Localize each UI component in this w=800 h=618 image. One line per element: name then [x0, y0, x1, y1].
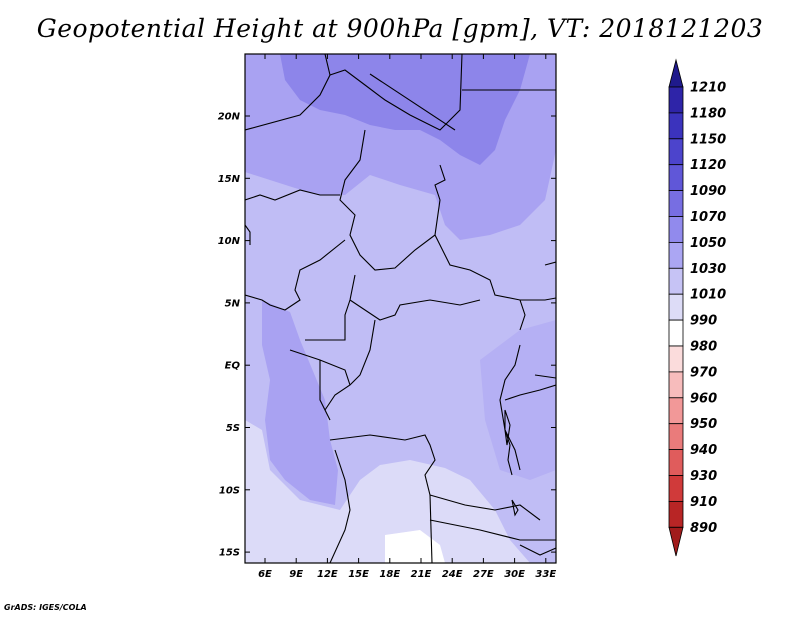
coastline: [519, 544, 556, 556]
border-line: [504, 384, 556, 401]
lon-label: 33E: [535, 569, 556, 580]
colorbar-segment: [668, 449, 684, 476]
border-line: [339, 129, 556, 301]
lon-label: 6E: [258, 569, 272, 580]
lat-label: 15S: [219, 548, 240, 559]
border-line: [319, 360, 331, 421]
lon-label: 24E: [442, 569, 463, 580]
border-line: [434, 164, 446, 236]
colorbar-arrow-bottom: [668, 526, 684, 557]
border-line: [499, 344, 521, 471]
country-borders: [245, 54, 556, 563]
colorbar-label: 1030: [690, 262, 726, 277]
border-line: [429, 519, 556, 541]
colorbar-label: 1150: [690, 132, 726, 147]
colorbar-label: 980: [690, 340, 717, 355]
latitude-axis: 20N 15N 10N 5N EQ 5S 10S 15S: [218, 112, 556, 559]
field-1010: [245, 420, 530, 563]
colorbar-segment: [668, 241, 684, 269]
colorbar-label: 1210: [690, 81, 726, 96]
map-frame: [244, 53, 557, 564]
colorbar-label: 1050: [690, 236, 726, 251]
colorbar-label: 1180: [690, 106, 726, 121]
colorbar-label: 950: [690, 417, 717, 432]
border-line: [544, 261, 556, 266]
colorbar-label: 960: [690, 391, 717, 406]
border-line: [245, 54, 331, 131]
lake-outline: [511, 499, 519, 517]
colorbar-segment: [668, 500, 684, 528]
border-line: [429, 494, 433, 563]
credit-text: GrADS: IGES/COLA: [4, 603, 87, 612]
colorbar-label: 890: [690, 521, 717, 536]
border-line: [329, 434, 436, 496]
colorbar-label: 930: [690, 469, 717, 484]
lat-label: 10N: [218, 236, 241, 247]
colorbar-label: 1090: [690, 184, 726, 199]
colorbar-segment: [668, 319, 684, 347]
colorbar-segment: [668, 475, 684, 502]
lat-label: 15N: [218, 174, 241, 185]
lake-outline: [504, 409, 511, 446]
colorbar-segment: [668, 293, 684, 321]
lat-label: EQ: [225, 361, 241, 372]
colorbar-segment: [668, 164, 684, 191]
colorbar-segment: [668, 345, 684, 373]
colorbar-segment: [668, 216, 684, 243]
border-line: [369, 73, 456, 131]
lon-label: 18E: [379, 569, 400, 580]
colorbar-segment: [668, 138, 684, 166]
colorbar-segment: [668, 397, 684, 425]
border-line: [519, 299, 526, 331]
lat-label: 5S: [226, 423, 240, 434]
field-1070: [280, 54, 530, 165]
border-line: [245, 239, 346, 311]
border-line: [305, 274, 356, 341]
colorbar-label: 1070: [690, 210, 726, 225]
longitude-axis: 6E 9E 12E 15E 18E 21E 24E 27E 30E 33E: [258, 54, 556, 580]
lon-label: 21E: [411, 569, 432, 580]
lon-label: 30E: [504, 569, 525, 580]
border-line: [329, 449, 351, 563]
border-line: [349, 299, 481, 321]
colorbar-segment: [668, 190, 684, 217]
lon-label: 15E: [348, 569, 369, 580]
field-below-1010: [385, 530, 445, 563]
colorbar-label: 990: [690, 314, 717, 329]
lon-label: 12E: [317, 569, 338, 580]
lon-label: 9E: [289, 569, 303, 580]
border-line: [429, 494, 541, 521]
field-1050-southwest: [262, 300, 338, 505]
border-line: [534, 374, 556, 379]
colorbar-segment: [668, 112, 684, 140]
colorbar-label: 1010: [690, 288, 726, 303]
colorbar-label: 1120: [690, 158, 726, 173]
border-line: [324, 319, 376, 411]
border-line: [245, 189, 340, 201]
colorbar-label: 940: [690, 443, 717, 458]
chart-title: Geopotential Height at 900hPa [gpm], VT:…: [36, 14, 764, 43]
border-line: [504, 429, 513, 476]
colorbar-label: 970: [690, 365, 717, 380]
lat-label: 10S: [219, 485, 240, 496]
field-1050-east: [480, 320, 556, 480]
colorbar-segment: [668, 423, 684, 451]
height-field: [245, 54, 556, 563]
colorbar-segment: [668, 267, 684, 295]
colorbar: 1210 1180 1150 1120 1090 1070 1050 1030 1010 990 9…: [668, 58, 726, 557]
lat-label: 5N: [225, 298, 241, 309]
lon-label: 27E: [473, 569, 494, 580]
lat-label: 20N: [218, 112, 241, 123]
colorbar-label: 910: [690, 495, 717, 510]
colorbar-arrow-top: [668, 58, 684, 88]
border-line: [329, 54, 463, 131]
colorbar-segment: [668, 86, 684, 114]
colorbar-segment: [668, 371, 684, 399]
